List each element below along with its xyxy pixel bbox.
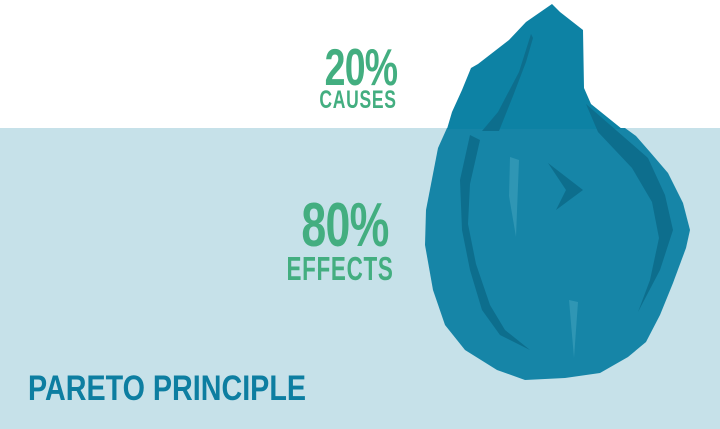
page-title: PARETO PRINCIPLE bbox=[28, 369, 307, 408]
above-water-label: CAUSES bbox=[319, 86, 397, 114]
iceberg-left-crevasse bbox=[460, 135, 530, 350]
above-water-percent: 20% bbox=[324, 39, 398, 97]
below-water-percent: 80% bbox=[301, 191, 389, 260]
iceberg-highlight-lower bbox=[569, 300, 578, 358]
iceberg-center-shadow bbox=[548, 163, 583, 210]
iceberg-tip bbox=[447, 4, 622, 129]
iceberg-right-shadow bbox=[586, 104, 673, 312]
below-water-label: EFFECTS bbox=[286, 250, 394, 287]
iceberg-highlight-upper bbox=[509, 157, 519, 237]
